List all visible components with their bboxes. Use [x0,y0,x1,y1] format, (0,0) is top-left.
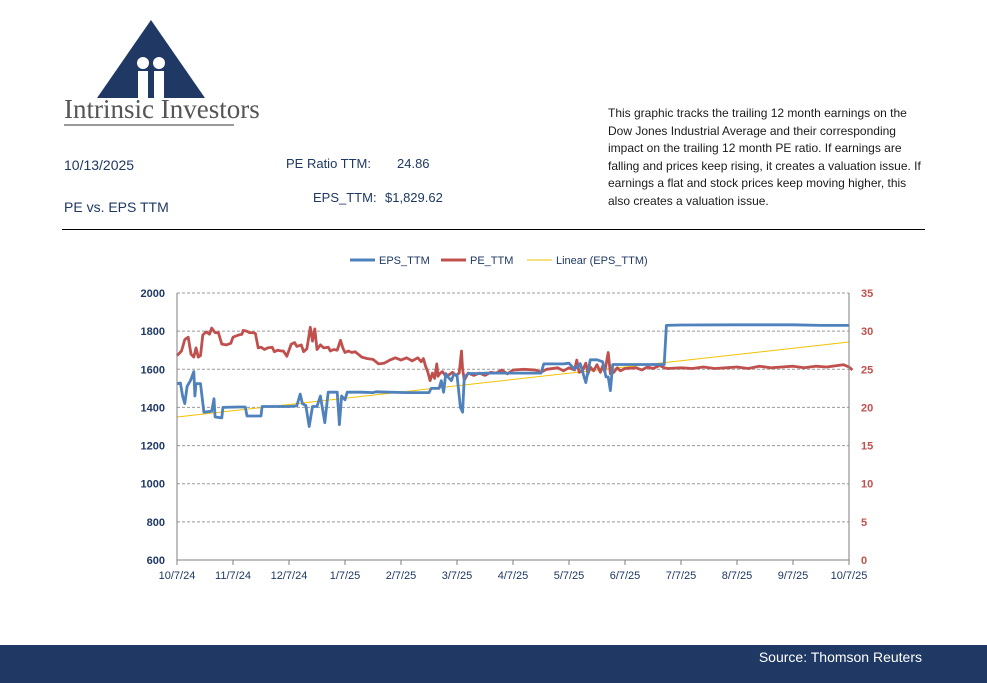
y-left-tick-label: 1800 [141,326,165,338]
x-tick-label: 3/7/25 [442,570,473,582]
y-left-tick-label: 1600 [141,364,165,376]
logo-figure-body-right [154,71,164,98]
y-left-tick-label: 2000 [141,288,165,300]
series-line-pe-ttm [175,325,854,383]
legend-label: Linear (EPS_TTM) [556,255,648,267]
y-left-tick-label: 1000 [141,479,165,491]
chart-description: This graphic tracks the trailing 12 mont… [608,106,921,208]
y-right-tick-label: 25 [861,364,873,376]
report-date: 10/13/2025 [64,157,135,173]
pe-ratio-label: PE Ratio TTM: [286,156,372,171]
x-tick-label: 10/7/24 [159,570,196,582]
x-tick-label: 4/7/25 [498,570,529,582]
y-right-tick-label: 35 [861,288,873,300]
logo-triangle [97,20,205,98]
brand-name: Intrinsic Investors [64,94,260,124]
y-left-tick-label: 800 [147,517,165,529]
x-tick-label: 1/7/25 [330,570,361,582]
series-line-eps-ttm [176,323,849,428]
x-tick-label: 2/7/25 [386,570,417,582]
series-line-linear-eps-ttm- [176,341,850,418]
eps-value: $1,829.62 [385,190,443,205]
x-tick-label: 12/7/24 [271,570,308,582]
y-right-tick-label: 30 [861,326,873,338]
eps-label: EPS_TTM: [313,190,377,205]
report-subtitle: PE vs. EPS TTM [64,199,169,215]
x-tick-label: 9/7/25 [778,570,809,582]
logo-figure-head-left [137,57,149,69]
legend-label: PE_TTM [470,255,513,267]
x-tick-label: 8/7/25 [722,570,753,582]
chart-axes: 600 800 1000 1200 1400 1600 1800 2000 0 5 10 15 20 25… [141,288,874,582]
x-tick-label: 11/7/24 [215,570,251,582]
pe-ratio-value: 24.86 [397,156,430,171]
chart-series [175,323,854,428]
y-left-tick-label: 1400 [141,402,165,414]
y-right-tick-label: 0 [861,555,867,567]
y-left-tick-label: 1200 [141,441,165,453]
footer-bar: Source: Thomson Reuters [0,645,987,683]
logo-figure-body-left [138,71,148,98]
x-tick-label: 10/7/25 [831,570,868,582]
header-divider [62,229,925,230]
y-right-tick-label: 15 [861,441,873,453]
x-tick-label: 7/7/25 [666,570,697,582]
logo-figure-head-right [153,57,165,69]
legend-label: EPS_TTM [379,255,430,267]
y-right-tick-label: 10 [861,479,873,491]
y-right-tick-label: 5 [861,517,867,529]
source-note: Source: Thomson Reuters [758,649,922,665]
company-logo [97,20,205,98]
brand-underline [64,124,234,126]
x-tick-label: 6/7/25 [610,570,641,582]
chart-legend: EPS_TTM PE_TTM Linear (EPS_TTM) [350,255,648,267]
pe-eps-chart: 600 800 1000 1200 1400 1600 1800 2000 0 5 10 15 20 25… [141,255,874,582]
y-left-tick-label: 600 [147,555,165,567]
y-right-tick-label: 20 [861,402,873,414]
x-tick-label: 5/7/25 [554,570,585,582]
